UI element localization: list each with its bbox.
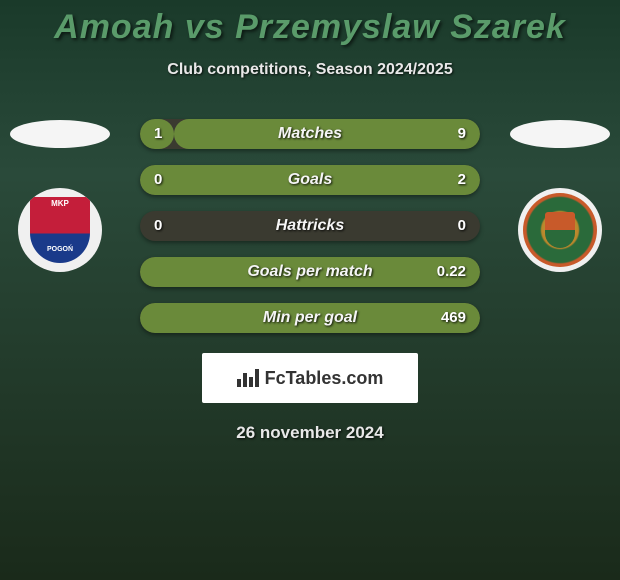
stat-value-right: 469 [441, 303, 466, 333]
bar-chart-icon [237, 369, 259, 387]
stat-label: Goals [140, 165, 480, 195]
stats-container: 1Matches90Goals20Hattricks0Goals per mat… [140, 119, 480, 333]
stat-row: 1Matches9 [140, 119, 480, 149]
stat-row: 0Goals2 [140, 165, 480, 195]
snapshot-date: 26 november 2024 [0, 423, 620, 443]
stat-label: Hattricks [140, 211, 480, 241]
comparison-title: Amoah vs Przemyslaw Szarek [0, 0, 620, 47]
stat-label: Goals per match [140, 257, 480, 287]
stat-value-right: 0 [458, 211, 466, 241]
stat-label: Matches [140, 119, 480, 149]
stat-label: Min per goal [140, 303, 480, 333]
stat-value-right: 0.22 [437, 257, 466, 287]
stat-row: Min per goal469 [140, 303, 480, 333]
comparison-subtitle: Club competitions, Season 2024/2025 [0, 61, 620, 79]
stat-value-right: 2 [458, 165, 466, 195]
stat-row: Goals per match0.22 [140, 257, 480, 287]
fctables-label: FcTables.com [265, 368, 384, 389]
fctables-branding[interactable]: FcTables.com [202, 353, 418, 403]
stat-row: 0Hattricks0 [140, 211, 480, 241]
stat-value-right: 9 [458, 119, 466, 149]
